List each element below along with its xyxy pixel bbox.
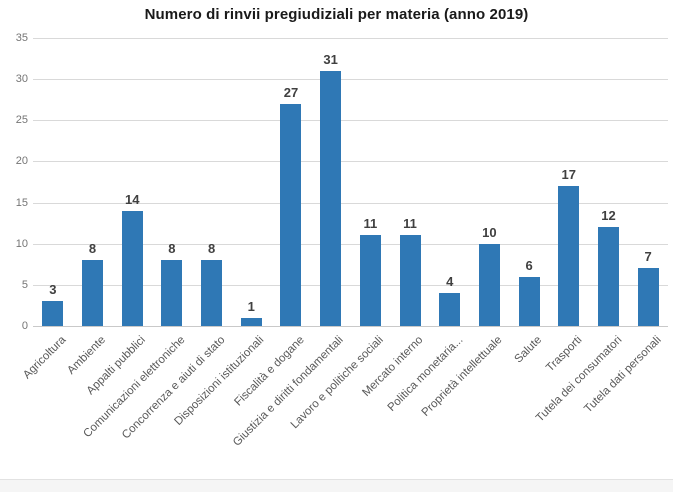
x-axis-label: Salute (513, 334, 545, 366)
gridline (33, 161, 668, 163)
bar-value-label: 1 (247, 298, 255, 314)
bar-value-label: 11 (363, 216, 378, 232)
x-axis-label: Tutela dati personali (582, 334, 664, 416)
bar-value-label: 12 (601, 208, 616, 224)
gridline (33, 202, 668, 204)
x-axis-label: Trasporti (543, 334, 585, 375)
bar-value-label: 3 (49, 282, 57, 298)
bar-value-label: 27 (283, 84, 299, 100)
bar (280, 103, 302, 326)
y-tick-label: 10 (15, 237, 28, 250)
bar-value-label: 8 (207, 241, 216, 257)
x-axis-line (33, 326, 668, 327)
bar-value-label: 17 (561, 167, 577, 183)
bar-value-label: 7 (644, 249, 652, 265)
bar-value-label: 14 (124, 191, 140, 207)
bar (637, 268, 659, 326)
x-axis-label: Agricoltura (20, 334, 69, 382)
bar-value-label: 11 (403, 216, 417, 232)
y-tick-label: 0 (21, 320, 28, 332)
x-axis-label: Politica monetaria... (385, 334, 466, 414)
bar (82, 260, 104, 326)
bar-value-label: 8 (88, 241, 97, 257)
bar (201, 260, 223, 326)
window-bottom-edge (0, 479, 673, 492)
y-tick-label: 20 (15, 155, 28, 168)
bar (478, 243, 500, 326)
gridline (33, 38, 668, 39)
bar (597, 227, 619, 326)
bar (359, 235, 381, 326)
bar (399, 235, 421, 326)
x-axis-label: Proprietà intellettuale (420, 334, 505, 419)
bar-value-label: 10 (482, 224, 497, 240)
gridline (33, 284, 668, 286)
bar-value-label: 6 (525, 257, 533, 273)
bar (121, 210, 143, 326)
bar (439, 293, 461, 326)
bar (240, 317, 262, 326)
bar (558, 186, 580, 326)
y-tick-label: 15 (15, 196, 28, 209)
y-tick-label: 35 (15, 32, 28, 44)
bar-value-label: 8 (168, 241, 176, 257)
bar-value-label: 4 (446, 274, 454, 290)
gridline (33, 120, 668, 122)
chart-title: Numero di rinvii pregiudiziali per mater… (144, 6, 529, 23)
gridline (33, 79, 668, 81)
bar (161, 260, 183, 326)
y-tick-label: 25 (15, 114, 28, 127)
bar-value-label: 31 (323, 51, 338, 67)
y-tick-label: 30 (15, 73, 28, 86)
x-axis-label: Fiscalità e dogane (231, 334, 307, 409)
y-tick-label: 5 (21, 278, 28, 291)
gridline (33, 243, 668, 245)
bar (518, 276, 540, 326)
bar (320, 70, 342, 326)
bar (42, 301, 64, 326)
